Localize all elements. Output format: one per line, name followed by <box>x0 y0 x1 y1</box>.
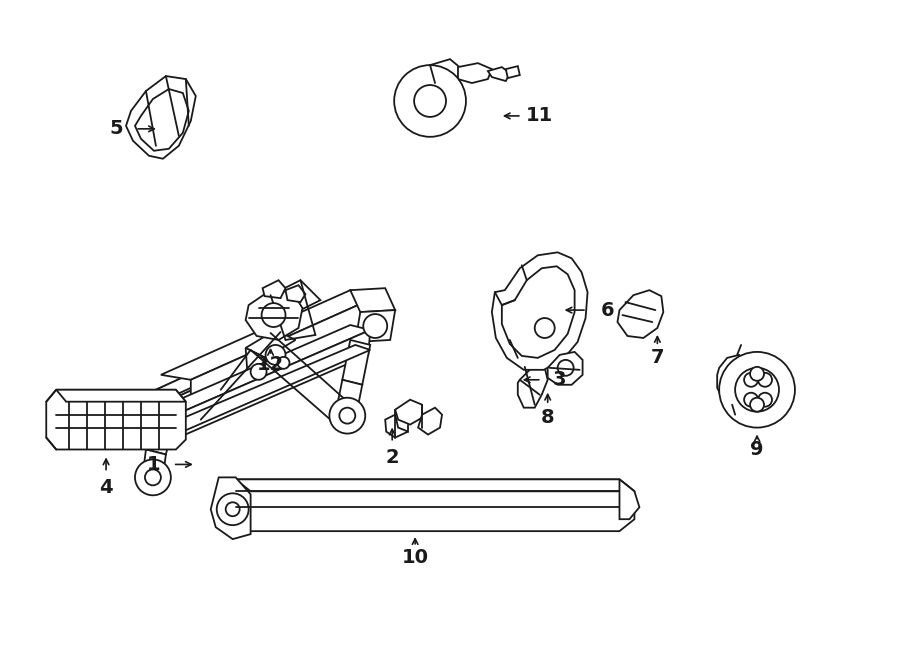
Text: 9: 9 <box>751 440 764 459</box>
Polygon shape <box>263 280 285 298</box>
Polygon shape <box>350 288 395 312</box>
Polygon shape <box>220 479 634 531</box>
Circle shape <box>329 398 365 434</box>
Polygon shape <box>458 63 492 83</box>
Polygon shape <box>619 479 639 519</box>
Circle shape <box>535 318 554 338</box>
Circle shape <box>414 85 446 117</box>
Polygon shape <box>156 305 360 395</box>
Polygon shape <box>502 266 574 358</box>
Text: 3: 3 <box>553 370 566 389</box>
Circle shape <box>558 360 573 376</box>
Circle shape <box>735 368 779 412</box>
Circle shape <box>394 65 466 137</box>
Text: 7: 7 <box>651 348 664 368</box>
Polygon shape <box>518 365 548 408</box>
Circle shape <box>744 393 758 407</box>
Circle shape <box>339 408 356 424</box>
Polygon shape <box>271 280 320 315</box>
Polygon shape <box>337 380 363 414</box>
Circle shape <box>758 393 772 407</box>
Circle shape <box>750 398 764 412</box>
Text: 8: 8 <box>541 408 554 427</box>
Polygon shape <box>492 253 588 370</box>
Text: 4: 4 <box>99 478 112 497</box>
Polygon shape <box>156 310 346 400</box>
Polygon shape <box>135 89 189 151</box>
Circle shape <box>135 459 171 495</box>
Polygon shape <box>285 285 305 302</box>
Polygon shape <box>156 325 370 414</box>
Text: 2: 2 <box>385 448 399 467</box>
Polygon shape <box>56 390 185 402</box>
Polygon shape <box>236 479 634 491</box>
Polygon shape <box>717 355 744 405</box>
Circle shape <box>758 373 772 387</box>
Circle shape <box>719 352 795 428</box>
Polygon shape <box>488 67 509 81</box>
Polygon shape <box>506 66 520 78</box>
Text: 1: 1 <box>147 455 161 474</box>
Polygon shape <box>161 290 380 380</box>
Polygon shape <box>342 340 370 385</box>
Polygon shape <box>395 400 422 424</box>
Polygon shape <box>246 330 295 358</box>
Polygon shape <box>211 477 250 539</box>
Polygon shape <box>174 330 370 440</box>
Circle shape <box>250 364 266 380</box>
Polygon shape <box>617 290 663 338</box>
Circle shape <box>145 469 161 485</box>
Circle shape <box>262 303 285 327</box>
Circle shape <box>277 357 290 369</box>
Polygon shape <box>246 348 268 390</box>
Circle shape <box>226 502 239 516</box>
Polygon shape <box>430 59 462 83</box>
Polygon shape <box>385 414 408 438</box>
Polygon shape <box>126 76 196 159</box>
Circle shape <box>750 367 764 381</box>
Polygon shape <box>143 449 166 477</box>
Text: 10: 10 <box>401 547 428 566</box>
Circle shape <box>744 373 758 387</box>
Polygon shape <box>156 390 171 424</box>
Circle shape <box>217 493 248 525</box>
Circle shape <box>364 314 387 338</box>
Text: 11: 11 <box>526 106 554 126</box>
Text: 12: 12 <box>256 356 284 374</box>
Polygon shape <box>171 320 346 424</box>
Polygon shape <box>548 352 582 385</box>
Polygon shape <box>46 390 185 449</box>
Polygon shape <box>191 295 380 405</box>
Polygon shape <box>418 408 442 434</box>
Polygon shape <box>356 310 395 342</box>
Circle shape <box>266 345 285 365</box>
Text: 5: 5 <box>109 120 122 138</box>
Polygon shape <box>246 290 302 340</box>
Polygon shape <box>146 410 176 455</box>
Text: 6: 6 <box>600 301 615 319</box>
Polygon shape <box>156 345 370 434</box>
